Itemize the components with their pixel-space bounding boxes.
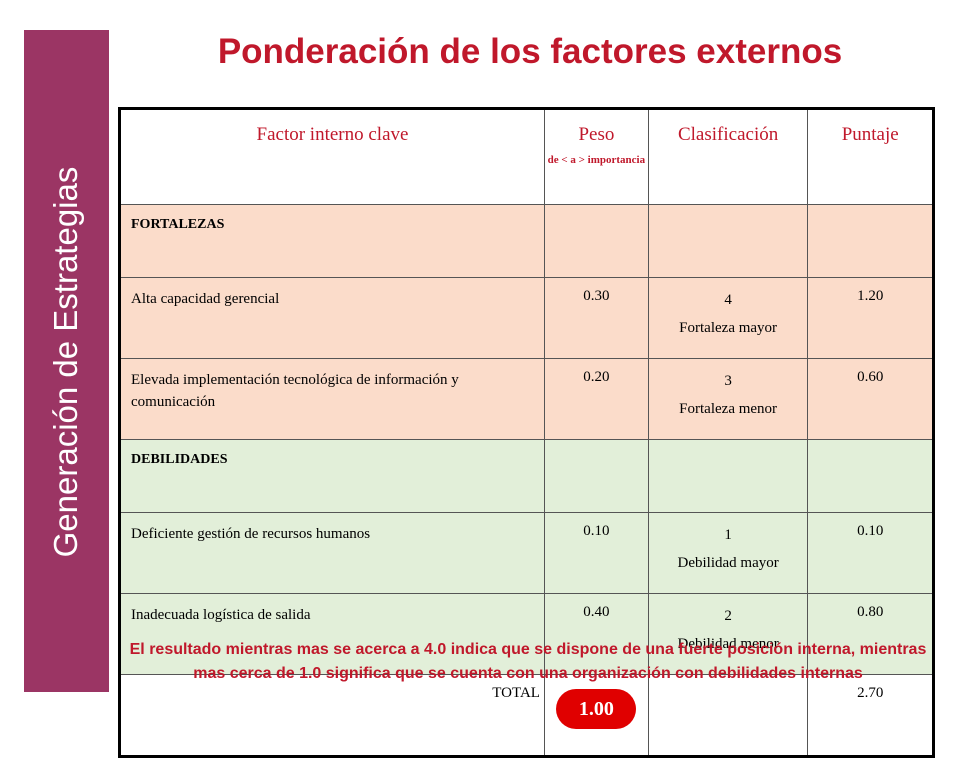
page-title: Ponderación de los factores externos (217, 32, 843, 71)
table-header-row: Factor interno clave Peso de < a > impor… (119, 108, 934, 205)
peso-cell: 0.10 (543, 512, 649, 594)
table-row: Deficiente gestión de recursos humanos 0… (119, 512, 934, 594)
table-row: Inadecuada logística de salida 0.40 2 De… (119, 593, 934, 675)
clasificacion-label: Debilidad mayor (677, 555, 779, 571)
footnote: El resultado mientras mas se acerca a 4.… (129, 641, 927, 682)
header-peso: Peso de < a > importancia (543, 108, 649, 205)
factor-cell: Inadecuada logística de salida (119, 593, 545, 675)
debilidades-label: DEBILIDADES (119, 439, 545, 513)
clasificacion-cell: 1 Debilidad mayor (647, 512, 809, 594)
clasificacion-cell: 4 Fortaleza mayor (647, 277, 809, 359)
clasificacion-label: Fortaleza mayor (679, 320, 778, 336)
total-label: TOTAL (119, 674, 545, 757)
total-puntaje-cell: 2.70 (807, 674, 934, 757)
peso-cell: 0.40 (543, 593, 649, 675)
table-row: Elevada implementación tecnológica de in… (119, 358, 934, 440)
header-factor: Factor interno clave (119, 108, 545, 205)
puntaje-cell: 1.20 (807, 277, 934, 359)
debilidades-section-row: DEBILIDADES (119, 439, 934, 513)
clasificacion-value: 2 (724, 608, 732, 624)
clasificacion-cell: 3 Fortaleza menor (647, 358, 809, 440)
factors-table: Factor interno clave Peso de < a > impor… (118, 107, 935, 758)
fortalezas-section-row: FORTALEZAS (119, 204, 934, 278)
clasificacion-value: 3 (724, 373, 732, 389)
fortalezas-label: FORTALEZAS (119, 204, 545, 278)
clasificacion-value: 4 (724, 292, 732, 308)
clasificacion-cell: 2 Debilidad menor (647, 593, 809, 675)
header-peso-subtitle: de < a > importancia (547, 154, 646, 166)
header-clasificacion: Clasificación (647, 108, 809, 205)
total-peso-badge: 1.00 (556, 689, 637, 729)
sidebar (24, 30, 109, 692)
total-row: TOTAL 1.00 2.70 (119, 674, 934, 757)
factor-cell: Deficiente gestión de recursos humanos (119, 512, 545, 594)
sidebar-title: Generación de Estrategias (47, 166, 84, 558)
clasificacion-label: Fortaleza menor (679, 401, 778, 417)
clasificacion-value: 1 (724, 527, 732, 543)
header-puntaje: Puntaje (807, 108, 934, 205)
puntaje-cell: 0.10 (807, 512, 934, 594)
clasificacion-label: Debilidad menor (677, 636, 779, 652)
table-row: Alta capacidad gerencial 0.30 4 Fortalez… (119, 277, 934, 359)
total-peso-cell: 1.00 (543, 674, 649, 757)
peso-cell: 0.30 (543, 277, 649, 359)
peso-cell: 0.20 (543, 358, 649, 440)
puntaje-cell: 0.60 (807, 358, 934, 440)
header-peso-label: Peso (578, 124, 615, 145)
factor-cell: Alta capacidad gerencial (119, 277, 545, 359)
factor-cell: Elevada implementación tecnológica de in… (119, 358, 545, 440)
